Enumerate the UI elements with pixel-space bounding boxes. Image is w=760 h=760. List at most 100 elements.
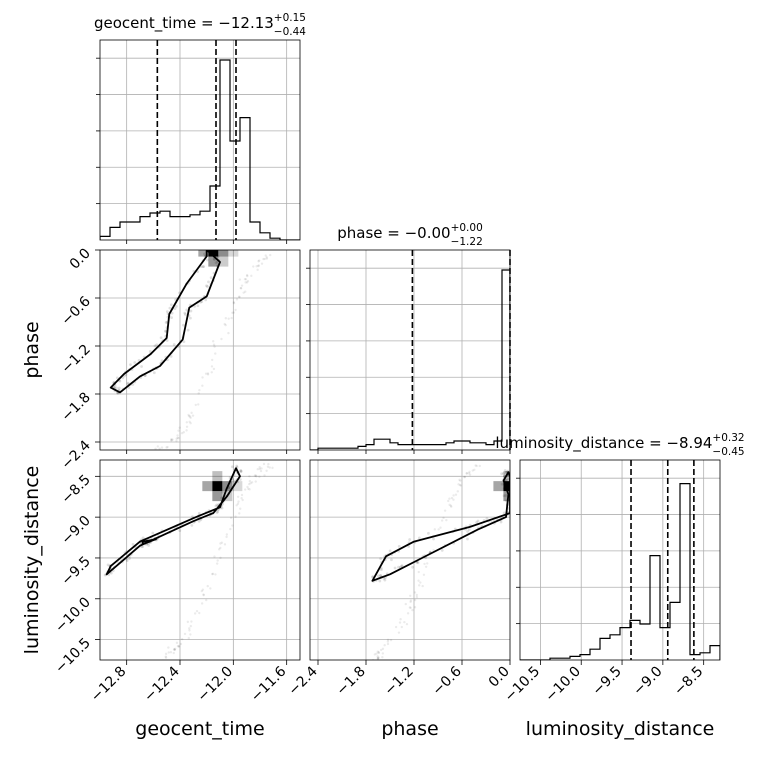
title-upper-error: +0.15 (274, 12, 306, 24)
sample-point (178, 529, 182, 533)
density-cell (198, 250, 209, 257)
sample-point (406, 612, 410, 615)
sample-point (209, 587, 212, 590)
y-tick-label: −0.6 (58, 293, 93, 328)
sample-point (386, 638, 390, 642)
y-axis-label-phase: phase (21, 321, 43, 378)
title-upper-error: +0.00 (451, 222, 483, 234)
sample-point (463, 476, 466, 479)
sample-point (172, 651, 175, 655)
sample-point (437, 528, 440, 531)
sample-point (221, 490, 225, 494)
sample-point (212, 367, 216, 371)
sample-point (168, 306, 172, 310)
sample-point (439, 526, 442, 529)
sample-point (379, 557, 383, 561)
sample-point (376, 657, 380, 660)
sample-point (141, 536, 145, 540)
sample-point (187, 636, 190, 640)
sample-point (211, 572, 215, 576)
panel-title-geocent_time: geocent_time = −12.13+0.15 (94, 12, 306, 33)
x-tick-label: −1.8 (333, 664, 368, 699)
sample-point (239, 469, 243, 473)
sample-point (202, 593, 205, 597)
sample-point (177, 429, 180, 432)
x-tick-label: −12.0 (195, 664, 237, 706)
density-cell (208, 237, 218, 247)
sample-point (411, 608, 414, 612)
y-tick-label: −9.5 (58, 553, 93, 588)
sample-point (398, 621, 402, 624)
sample-point (154, 447, 157, 450)
sample-point (198, 388, 201, 392)
sample-point (155, 343, 159, 347)
sample-point (177, 644, 181, 648)
sample-point (466, 530, 470, 533)
sample-point (198, 611, 201, 615)
sample-point (165, 310, 169, 313)
sample-point (427, 531, 430, 535)
x-axis-label-luminosity_distance: luminosity_distance (526, 718, 715, 740)
sample-point (265, 469, 268, 472)
x-axis-label-phase: phase (381, 718, 438, 740)
sample-point (177, 436, 180, 440)
sample-point (466, 537, 469, 541)
density-cell (503, 481, 510, 492)
y-axis-label-luminosity_distance: luminosity_distance (21, 466, 43, 655)
sample-point (118, 379, 122, 383)
sample-point (465, 472, 468, 475)
sample-point (234, 515, 237, 518)
contour-line (141, 538, 157, 545)
contour-line (105, 467, 241, 576)
title-main: luminosity_distance = −8.94 (495, 434, 712, 453)
sample-point (169, 651, 173, 654)
sample-point (264, 254, 267, 257)
density-cell (212, 481, 223, 492)
sample-point (179, 642, 183, 646)
sample-point (376, 574, 380, 578)
sample-point (383, 644, 386, 647)
sample-point (242, 291, 245, 294)
sample-point (375, 652, 378, 655)
sample-point (197, 392, 200, 395)
sample-point (373, 653, 377, 656)
panel-title-phase: phase = −0.00+0.00 (337, 222, 483, 242)
sample-point (262, 257, 265, 261)
sample-point (248, 479, 252, 483)
histogram-luminosity_distance (520, 483, 720, 660)
sample-point (210, 365, 214, 368)
sample-point (169, 354, 173, 358)
sample-point (454, 493, 458, 496)
sample-point (166, 445, 169, 449)
y-tick-label: −1.2 (58, 342, 93, 377)
title-main: geocent_time = −12.13 (94, 14, 274, 33)
sample-point (505, 478, 508, 482)
sample-point (205, 246, 208, 249)
sample-point (409, 606, 412, 610)
sample-point (159, 336, 163, 340)
sample-point (478, 464, 481, 468)
sample-point (209, 276, 213, 280)
sample-point (148, 350, 152, 353)
sample-point (475, 521, 478, 524)
sample-point (393, 566, 397, 570)
x-tick-label: −0.6 (429, 663, 464, 698)
sample-point (232, 301, 236, 305)
x-tick-label: −9.0 (630, 664, 665, 699)
sample-point (206, 373, 210, 376)
panel-frame (99, 39, 301, 241)
sample-point (386, 642, 390, 646)
sample-point (432, 537, 435, 541)
sample-point (411, 565, 415, 569)
sample-point (432, 548, 435, 552)
sample-point (511, 473, 514, 476)
sample-point (206, 285, 209, 288)
sample-point (216, 510, 220, 514)
sample-point (459, 484, 463, 487)
sample-point (147, 544, 151, 547)
sample-point (188, 629, 191, 632)
density-cell (212, 491, 223, 502)
scatter-panel-luminosity_distance_vs_phase (309, 459, 514, 661)
sample-point (237, 295, 241, 298)
sample-point (160, 446, 164, 449)
